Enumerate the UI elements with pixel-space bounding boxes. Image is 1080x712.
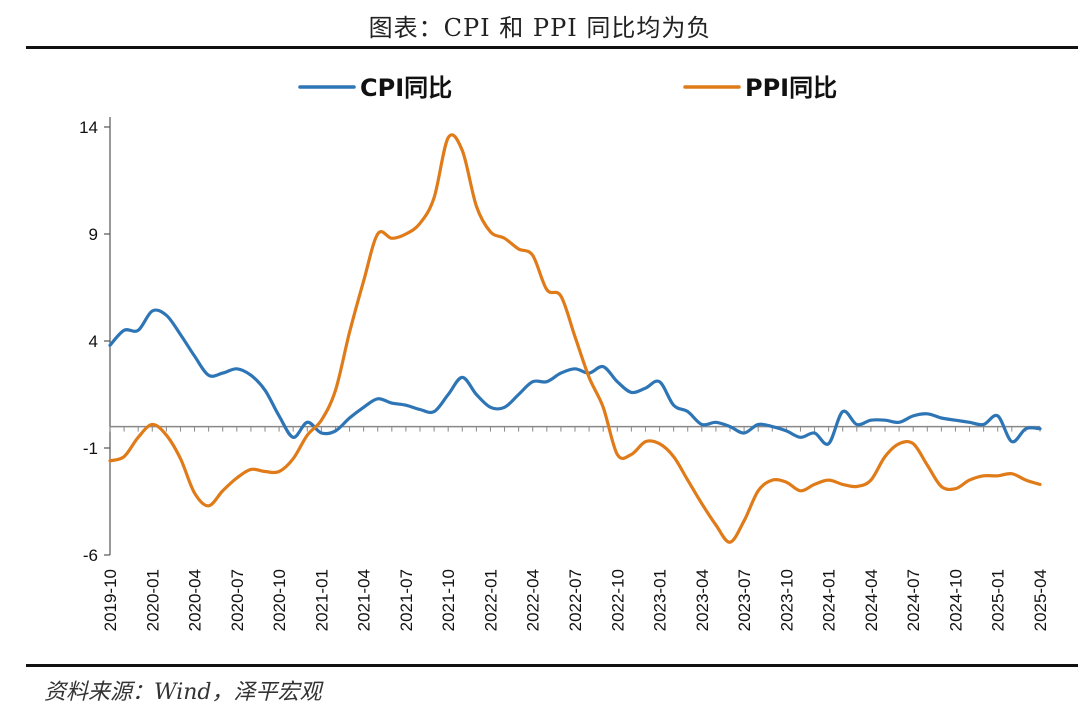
- legend-label-ppi: PPI同比: [745, 74, 837, 102]
- series-line-cpi: [108, 308, 1042, 446]
- top-rule: [26, 46, 1078, 49]
- x-tick-label: 2024-04: [862, 569, 881, 631]
- source-note: 资料来源：Wind，泽平宏观: [44, 680, 322, 705]
- y-tick-label: 14: [79, 118, 98, 137]
- x-tick-label: 2023-04: [693, 569, 712, 631]
- x-tick-label: 2020-01: [143, 569, 162, 631]
- x-tick-label: 2021-04: [355, 569, 374, 631]
- chart-title: 图表：CPI 和 PPI 同比均为负: [368, 14, 712, 42]
- x-tick-label: 2024-07: [904, 569, 923, 631]
- y-tick-label: 9: [89, 225, 98, 244]
- x-tick-label: 2023-07: [735, 569, 754, 631]
- y-tick-label: -6: [83, 546, 98, 565]
- x-tick-label: 2022-07: [566, 569, 585, 631]
- x-tick-label: 2021-07: [397, 569, 416, 631]
- x-tick-label: 2024-10: [946, 569, 965, 631]
- y-tick-label: -1: [83, 439, 98, 458]
- bottom-rule: [26, 664, 1078, 667]
- x-tick-label: 2024-01: [820, 569, 839, 631]
- series-lines: [108, 133, 1042, 544]
- x-tick-label: 2019-10: [101, 569, 120, 631]
- legend: CPI同比 PPI同比: [298, 74, 837, 102]
- x-tick-label: 2022-04: [524, 569, 543, 631]
- x-tick-label: 2023-10: [777, 569, 796, 631]
- x-tick-label: 2023-01: [651, 569, 670, 631]
- x-tick-label: 2025-01: [989, 569, 1008, 631]
- x-tick-label: 2022-01: [481, 569, 500, 631]
- x-tick-label: 2025-04: [1031, 569, 1050, 631]
- legend-label-cpi: CPI同比: [360, 74, 452, 102]
- x-tick-label: 2021-10: [439, 569, 458, 631]
- y-tick-label: 4: [89, 332, 98, 351]
- x-tick-label: 2020-10: [270, 569, 289, 631]
- x-tick-label: 2022-10: [608, 569, 627, 631]
- series-line-ppi: [108, 133, 1042, 544]
- x-tick-label: 2021-01: [312, 569, 331, 631]
- x-tick-label: 2020-04: [186, 569, 205, 631]
- x-tick-label: 2020-07: [228, 569, 247, 631]
